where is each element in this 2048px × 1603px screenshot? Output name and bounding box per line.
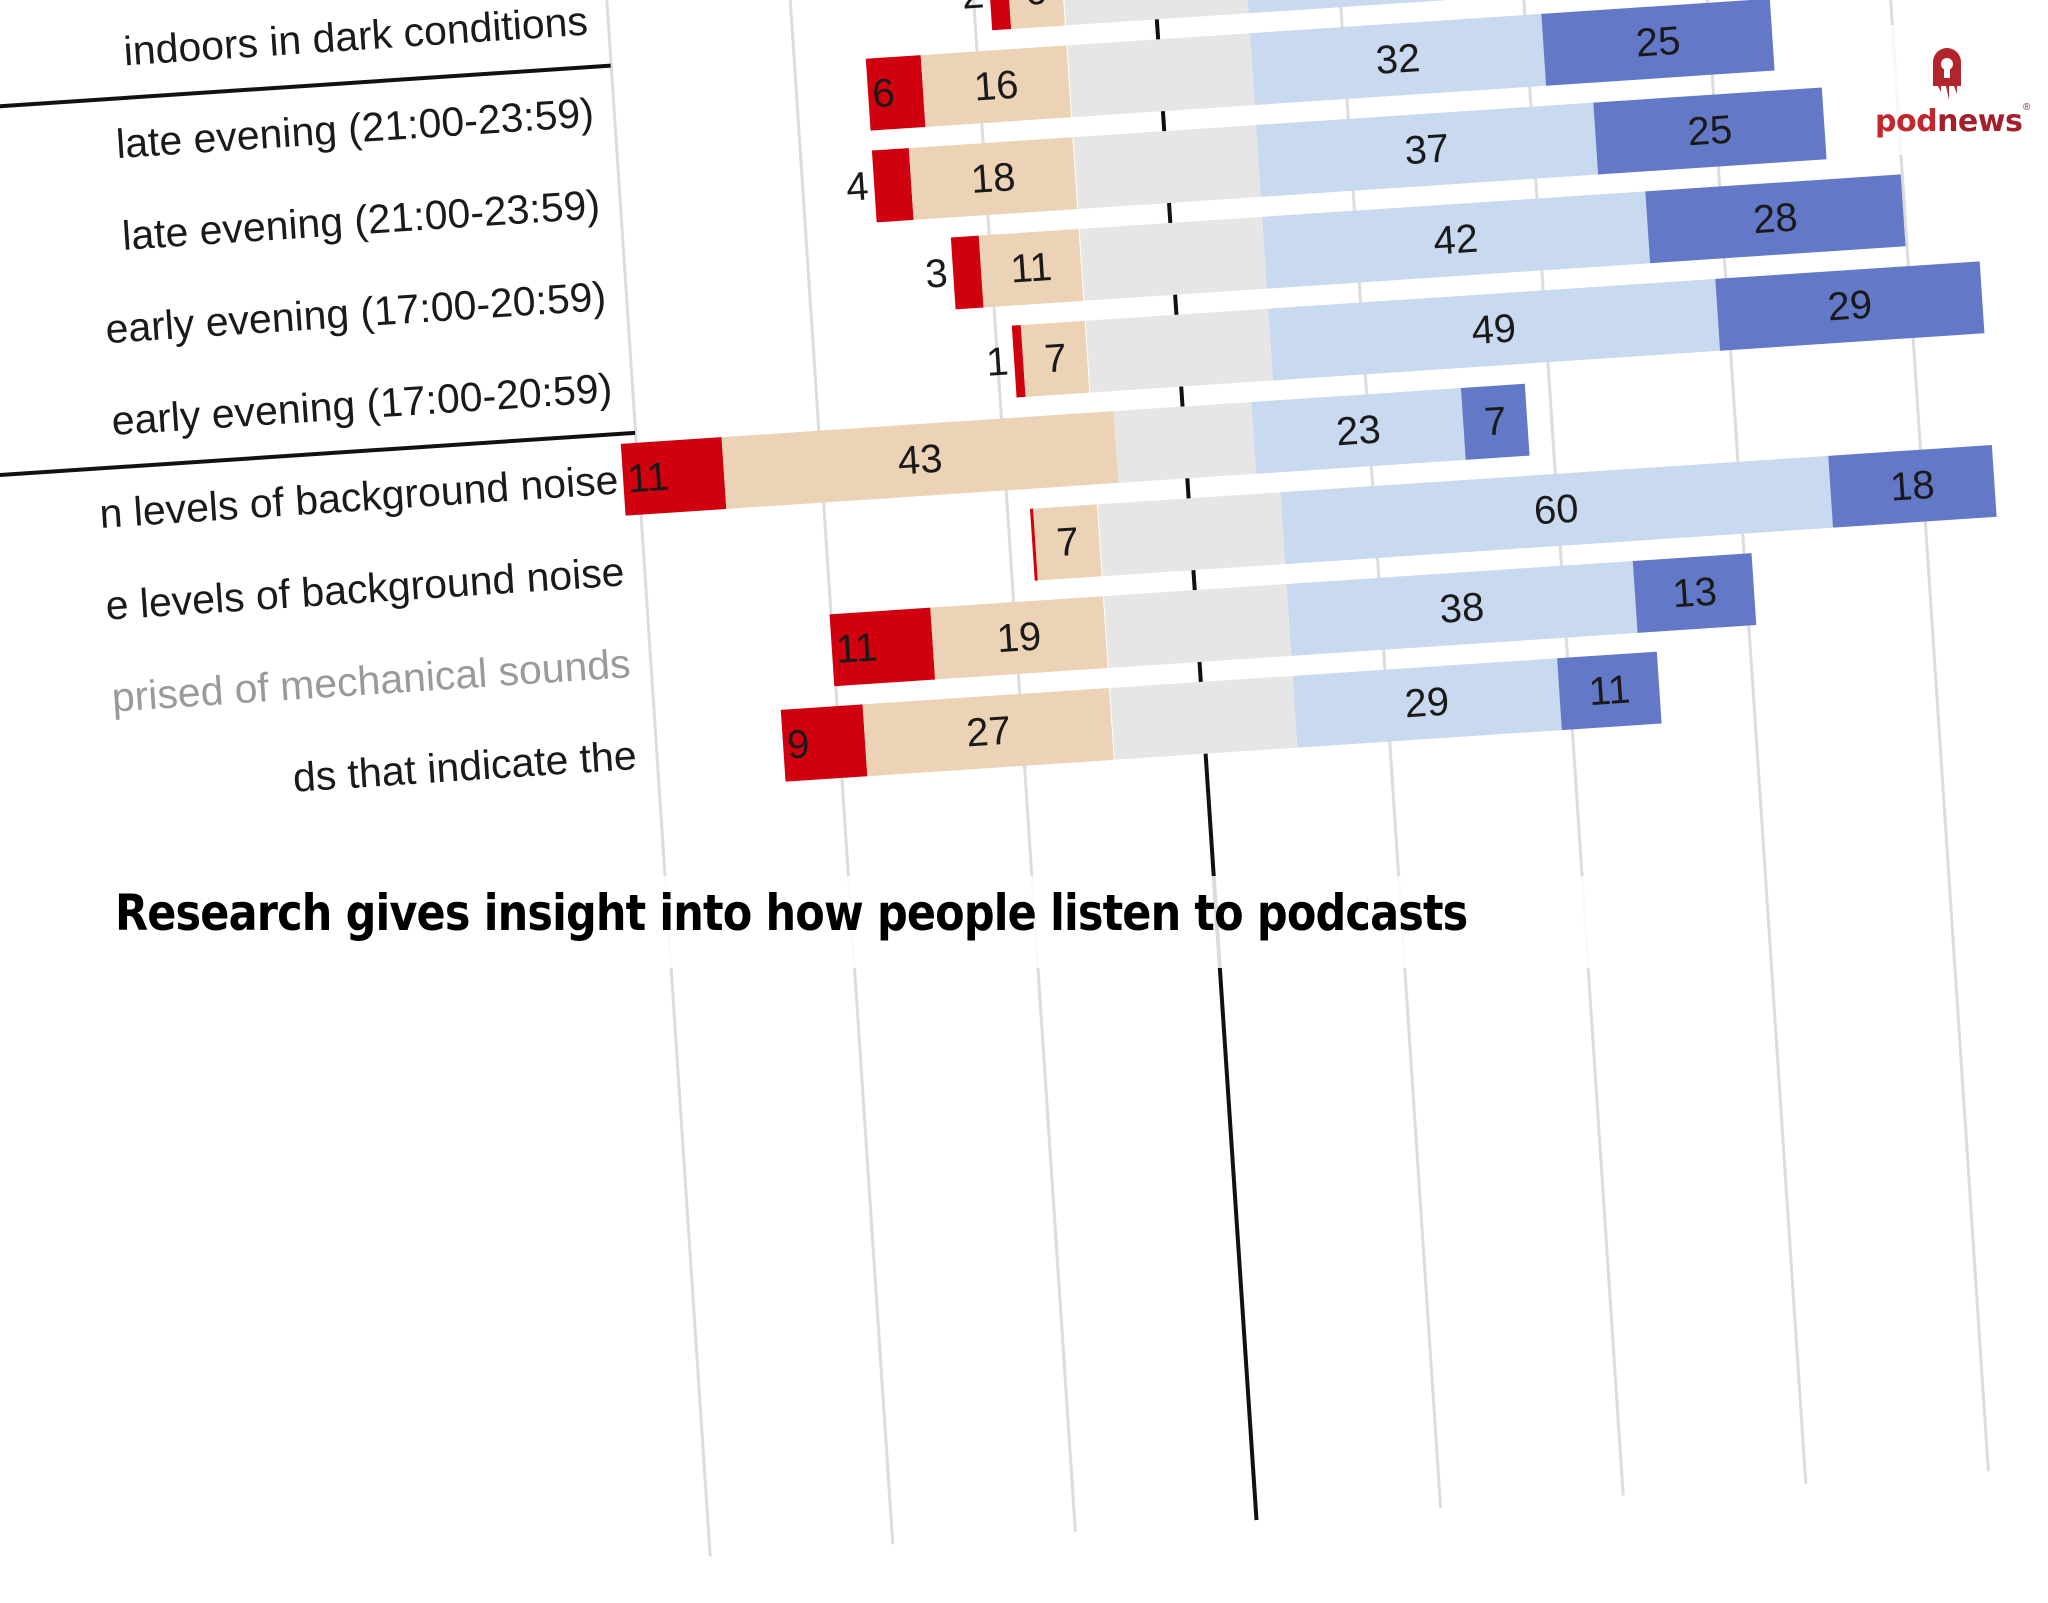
very-negative-value-label: 1	[984, 339, 1010, 385]
positive-segment: 29	[1292, 658, 1562, 748]
category-label: ds that indicate the	[291, 732, 638, 801]
negative-segment: 27	[863, 687, 1115, 777]
very-positive-segment: 11	[1556, 651, 1663, 731]
neutral-segment	[1072, 125, 1261, 210]
category-label: e levels of background noise	[104, 548, 626, 629]
negative-segment: 7	[1021, 320, 1090, 397]
very-positive-segment: 18	[1827, 444, 1997, 528]
registered-mark: ®	[2023, 102, 2031, 113]
very-negative-segment: 11	[829, 607, 935, 687]
negative-segment: 18	[908, 137, 1078, 220]
category-label: n levels of background noise	[98, 456, 620, 537]
neutral-segment	[1103, 584, 1291, 669]
very-positive-segment: 13	[1632, 553, 1757, 633]
chart-photo: indoors in dark conditions264231late eve…	[0, 0, 1997, 1557]
category-label: early evening (17:00-20:59)	[104, 273, 608, 353]
headline-backdrop	[80, 876, 1655, 968]
negative-segment: 6	[1005, 0, 1066, 30]
very-positive-segment: 7	[1460, 383, 1530, 460]
category-label: prised of mechanical sounds	[110, 640, 632, 721]
positive-segment: 23	[1251, 388, 1466, 474]
neutral-segment	[1066, 33, 1255, 118]
positive-segment: 37	[1255, 102, 1599, 197]
very-negative-segment: 9	[780, 704, 868, 782]
neutral-segment	[1085, 308, 1273, 393]
very-negative-value-label: 3	[923, 251, 950, 297]
very-negative-segment: 11	[621, 437, 727, 516]
neutral-segment	[1114, 401, 1256, 483]
logo-backdrop	[1862, 25, 2042, 155]
negative-segment: 43	[721, 411, 1119, 509]
neutral-segment	[1079, 216, 1267, 301]
neutral-segment	[1097, 492, 1285, 577]
category-label: indoors in dark conditions	[122, 0, 590, 75]
very-positive-segment: 29	[1715, 261, 1985, 351]
negative-segment: 11	[978, 228, 1084, 308]
positive-segment: 42	[1261, 191, 1650, 289]
category-label: early evening (17:00-20:59)	[110, 364, 614, 444]
neutral-segment	[1109, 675, 1297, 760]
very-positive-segment: 25	[1541, 0, 1775, 86]
negative-segment: 19	[929, 596, 1109, 680]
logo-wordmark: podnews	[1875, 104, 2023, 139]
negative-segment: 16	[920, 45, 1072, 127]
category-label: late evening (21:00-23:59)	[114, 89, 596, 168]
positive-segment: 32	[1249, 13, 1547, 106]
category-label: late evening (21:00-23:59)	[120, 181, 602, 259]
positive-segment: 38	[1286, 561, 1638, 656]
very-negative-segment: 6	[865, 55, 926, 131]
very-negative-segment	[872, 148, 914, 223]
logo-pod: pod	[1875, 104, 1938, 139]
microphone-icon	[1933, 48, 1961, 100]
very-positive-segment: 25	[1593, 87, 1827, 175]
very-positive-segment: 28	[1645, 174, 1906, 264]
headline: Research gives insight into how people l…	[115, 884, 1468, 942]
very-negative-value-label: 2	[960, 0, 991, 19]
positive-segment: 49	[1267, 278, 1720, 381]
negative-segment: 7	[1033, 504, 1103, 581]
very-negative-value-label: 4	[844, 164, 870, 210]
logo-news: news	[1937, 104, 2023, 139]
podnews-logo: podnews ®	[1875, 42, 2035, 152]
